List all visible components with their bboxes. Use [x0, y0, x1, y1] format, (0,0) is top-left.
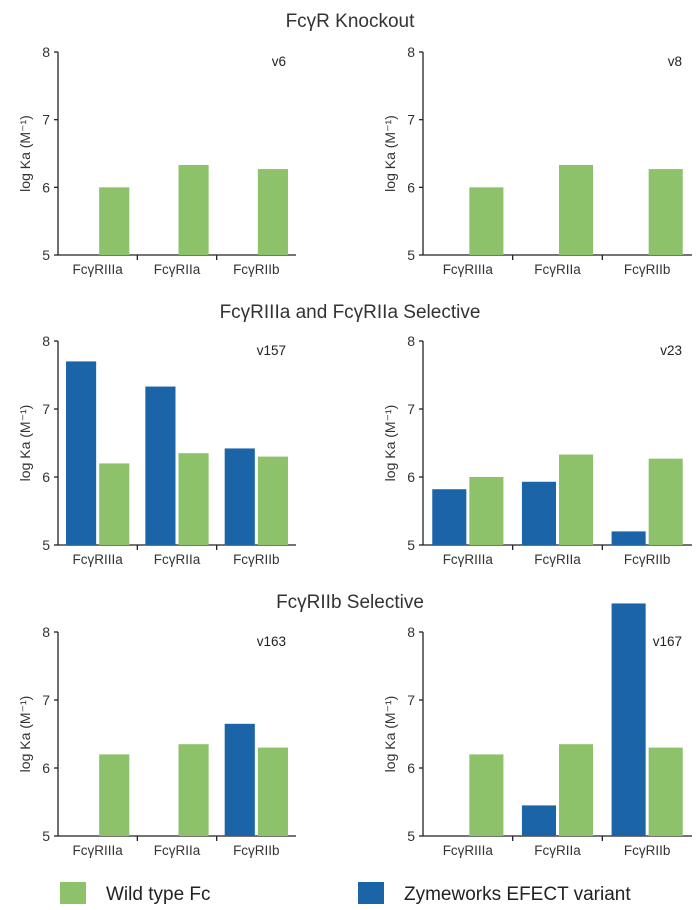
- y-tick-label: 7: [407, 401, 415, 417]
- bar-wild-type-FcγRIIa: [559, 454, 594, 545]
- y-axis-label: log Ka (M⁻¹): [382, 115, 398, 192]
- chart-panel-v157: 5 6 7 8 log Ka (M⁻¹) v157 FcγRIIIa FcγRIIa FcγRI…: [17, 333, 296, 567]
- x-tick-label: FcγRIIa: [534, 552, 581, 567]
- y-tick-label: 8: [42, 624, 50, 640]
- bar-wild-type-FcγRIIa: [559, 744, 594, 836]
- x-tick-label: FcγRIIIa: [73, 262, 124, 277]
- x-tick-label: FcγRIIa: [154, 552, 201, 567]
- x-tick-label: FcγRIIa: [534, 262, 581, 277]
- bar-wild-type-FcγRIIb: [257, 169, 288, 255]
- x-tick-label: FcγRIIIa: [443, 843, 494, 858]
- bar-wild-type-FcγRIIIa: [99, 187, 130, 255]
- y-tick-label: 6: [42, 469, 50, 485]
- y-tick-label: 8: [42, 44, 50, 60]
- y-tick-label: 5: [42, 828, 50, 844]
- bar-wild-type-FcγRIIb: [648, 458, 683, 545]
- section-title-inhibitory-selective: FcγRIIb Selective: [276, 592, 424, 613]
- bar-wild-type-FcγRIIIa: [469, 477, 504, 545]
- chart-panel-v8: 5 6 7 8 log Ka (M⁻¹) v8 FcγRIIIa FcγRIIa FcγRIIb: [382, 44, 692, 277]
- section-title-activating-selective: FcγRIIIa and FcγRIIa Selective: [220, 302, 481, 323]
- bar-wild-type-FcγRIIIa: [469, 187, 504, 255]
- bar-wild-type-FcγRIIa: [178, 453, 209, 545]
- chart-panel-v167: 5 6 7 8 log Ka (M⁻¹) v167 FcγRIIIa FcγRIIa FcγRI…: [382, 603, 692, 858]
- panel-label-v167: v167: [653, 634, 682, 649]
- x-tick-label: FcγRIIIa: [73, 843, 124, 858]
- legend-swatch-variant: [358, 882, 384, 904]
- panel-label-v6: v6: [272, 54, 286, 69]
- bar-variant-FcγRIIb: [611, 531, 646, 545]
- bar-variant-FcγRIIIa: [432, 489, 467, 545]
- section-title-knockout: FcγR Knockout: [286, 11, 416, 32]
- x-tick-label: FcγRIIb: [624, 843, 671, 858]
- chart-panel-v163: 5 6 7 8 log Ka (M⁻¹) v163 FcγRIIIa FcγRIIa FcγRI…: [17, 624, 296, 858]
- y-tick-label: 8: [42, 333, 50, 349]
- y-tick-label: 7: [42, 692, 50, 708]
- bar-wild-type-FcγRIIb: [257, 747, 288, 836]
- x-tick-label: FcγRIIb: [233, 843, 280, 858]
- panel-label-v157: v157: [257, 343, 286, 358]
- y-tick-label: 7: [42, 112, 50, 128]
- y-tick-label: 6: [407, 179, 415, 195]
- bar-variant-FcγRIIa: [521, 481, 556, 545]
- y-axis-label: log Ka (M⁻¹): [17, 696, 33, 773]
- y-axis-label: log Ka (M⁻¹): [382, 696, 398, 773]
- y-tick-label: 5: [42, 537, 50, 553]
- y-tick-label: 6: [42, 179, 50, 195]
- legend-label-wild-type: Wild type Fc: [106, 884, 211, 905]
- bar-wild-type-FcγRIIIa: [469, 754, 504, 836]
- y-tick-label: 5: [407, 828, 415, 844]
- panel-label-v8: v8: [668, 54, 682, 69]
- bar-wild-type-FcγRIIb: [648, 169, 683, 255]
- legend-swatch-wild-type: [60, 882, 86, 904]
- legend: Wild type Fc Zymeworks EFECT variant: [60, 882, 631, 905]
- bar-wild-type-FcγRIIIa: [99, 463, 130, 545]
- y-axis-label: log Ka (M⁻¹): [17, 115, 33, 192]
- panel-label-v163: v163: [257, 634, 286, 649]
- x-tick-label: FcγRIIa: [534, 843, 581, 858]
- y-tick-label: 5: [42, 247, 50, 263]
- bar-variant-FcγRIIIa: [66, 361, 97, 545]
- bar-variant-FcγRIIa: [145, 386, 176, 545]
- bar-variant-FcγRIIb: [611, 603, 646, 836]
- y-tick-label: 7: [42, 401, 50, 417]
- y-tick-label: 6: [42, 760, 50, 776]
- x-tick-label: FcγRIIa: [154, 843, 201, 858]
- x-tick-label: FcγRIIa: [154, 262, 201, 277]
- bar-wild-type-FcγRIIa: [559, 165, 594, 255]
- y-tick-label: 6: [407, 469, 415, 485]
- bar-wild-type-FcγRIIa: [178, 165, 209, 255]
- panel-label-v23: v23: [660, 343, 682, 358]
- bar-wild-type-FcγRIIa: [178, 744, 209, 836]
- y-tick-label: 7: [407, 112, 415, 128]
- y-tick-label: 8: [407, 624, 415, 640]
- legend-label-variant: Zymeworks EFECT variant: [404, 884, 631, 905]
- y-tick-label: 5: [407, 537, 415, 553]
- y-tick-label: 6: [407, 760, 415, 776]
- x-tick-label: FcγRIIb: [624, 262, 671, 277]
- y-tick-label: 8: [407, 333, 415, 349]
- chart-panels: 5 6 7 8 log Ka (M⁻¹) v6 FcγRIIIa FcγRIIa FcγRIIb…: [17, 44, 692, 858]
- x-tick-label: FcγRIIIa: [443, 262, 494, 277]
- x-tick-label: FcγRIIb: [624, 552, 671, 567]
- bar-wild-type-FcγRIIb: [257, 456, 288, 545]
- y-tick-label: 5: [407, 247, 415, 263]
- y-tick-label: 7: [407, 692, 415, 708]
- x-tick-label: FcγRIIIa: [73, 552, 124, 567]
- bar-variant-FcγRIIa: [521, 805, 556, 836]
- chart-panel-v23: 5 6 7 8 log Ka (M⁻¹) v23 FcγRIIIa FcγRIIa FcγRII…: [382, 333, 692, 567]
- bar-variant-FcγRIIb: [224, 723, 255, 836]
- bar-wild-type-FcγRIIb: [648, 747, 683, 836]
- y-tick-label: 8: [407, 44, 415, 60]
- bar-wild-type-FcγRIIIa: [99, 754, 130, 836]
- bar-variant-FcγRIIb: [224, 448, 255, 545]
- y-axis-label: log Ka (M⁻¹): [17, 405, 33, 482]
- y-axis-label: log Ka (M⁻¹): [382, 405, 398, 482]
- x-tick-label: FcγRIIb: [233, 262, 280, 277]
- x-tick-label: FcγRIIb: [233, 552, 280, 567]
- x-tick-label: FcγRIIIa: [443, 552, 494, 567]
- chart-panel-v6: 5 6 7 8 log Ka (M⁻¹) v6 FcγRIIIa FcγRIIa FcγRIIb: [17, 44, 296, 277]
